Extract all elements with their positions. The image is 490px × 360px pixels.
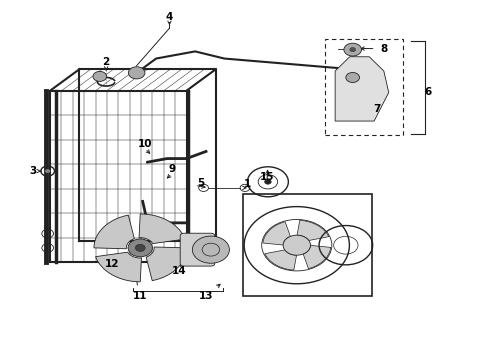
Circle shape <box>128 239 152 257</box>
Polygon shape <box>297 220 329 240</box>
Text: 1: 1 <box>244 179 251 189</box>
Text: 13: 13 <box>199 291 213 301</box>
Circle shape <box>350 48 356 52</box>
Text: 7: 7 <box>373 104 380 113</box>
Text: 2: 2 <box>102 57 110 67</box>
Polygon shape <box>139 214 185 244</box>
FancyBboxPatch shape <box>180 233 215 266</box>
Text: 4: 4 <box>166 13 173 22</box>
Circle shape <box>283 235 311 255</box>
Circle shape <box>45 169 50 173</box>
Circle shape <box>193 236 229 263</box>
Circle shape <box>135 244 145 251</box>
Text: 3: 3 <box>29 166 37 176</box>
Text: 5: 5 <box>197 178 205 188</box>
Text: 11: 11 <box>133 291 147 301</box>
Text: 12: 12 <box>105 259 120 269</box>
Circle shape <box>344 43 362 56</box>
Polygon shape <box>263 222 291 245</box>
Polygon shape <box>94 215 134 249</box>
Circle shape <box>93 71 107 81</box>
Polygon shape <box>335 57 389 121</box>
Text: 8: 8 <box>380 44 388 54</box>
Polygon shape <box>265 250 296 270</box>
Polygon shape <box>96 252 142 282</box>
Circle shape <box>346 72 360 82</box>
Text: 6: 6 <box>424 87 431 98</box>
Text: 14: 14 <box>172 266 187 276</box>
Circle shape <box>265 179 271 184</box>
Text: 9: 9 <box>169 164 175 174</box>
Polygon shape <box>303 246 331 269</box>
Text: 15: 15 <box>260 172 274 182</box>
Circle shape <box>128 67 145 79</box>
Text: 10: 10 <box>138 139 152 149</box>
Polygon shape <box>146 247 187 281</box>
